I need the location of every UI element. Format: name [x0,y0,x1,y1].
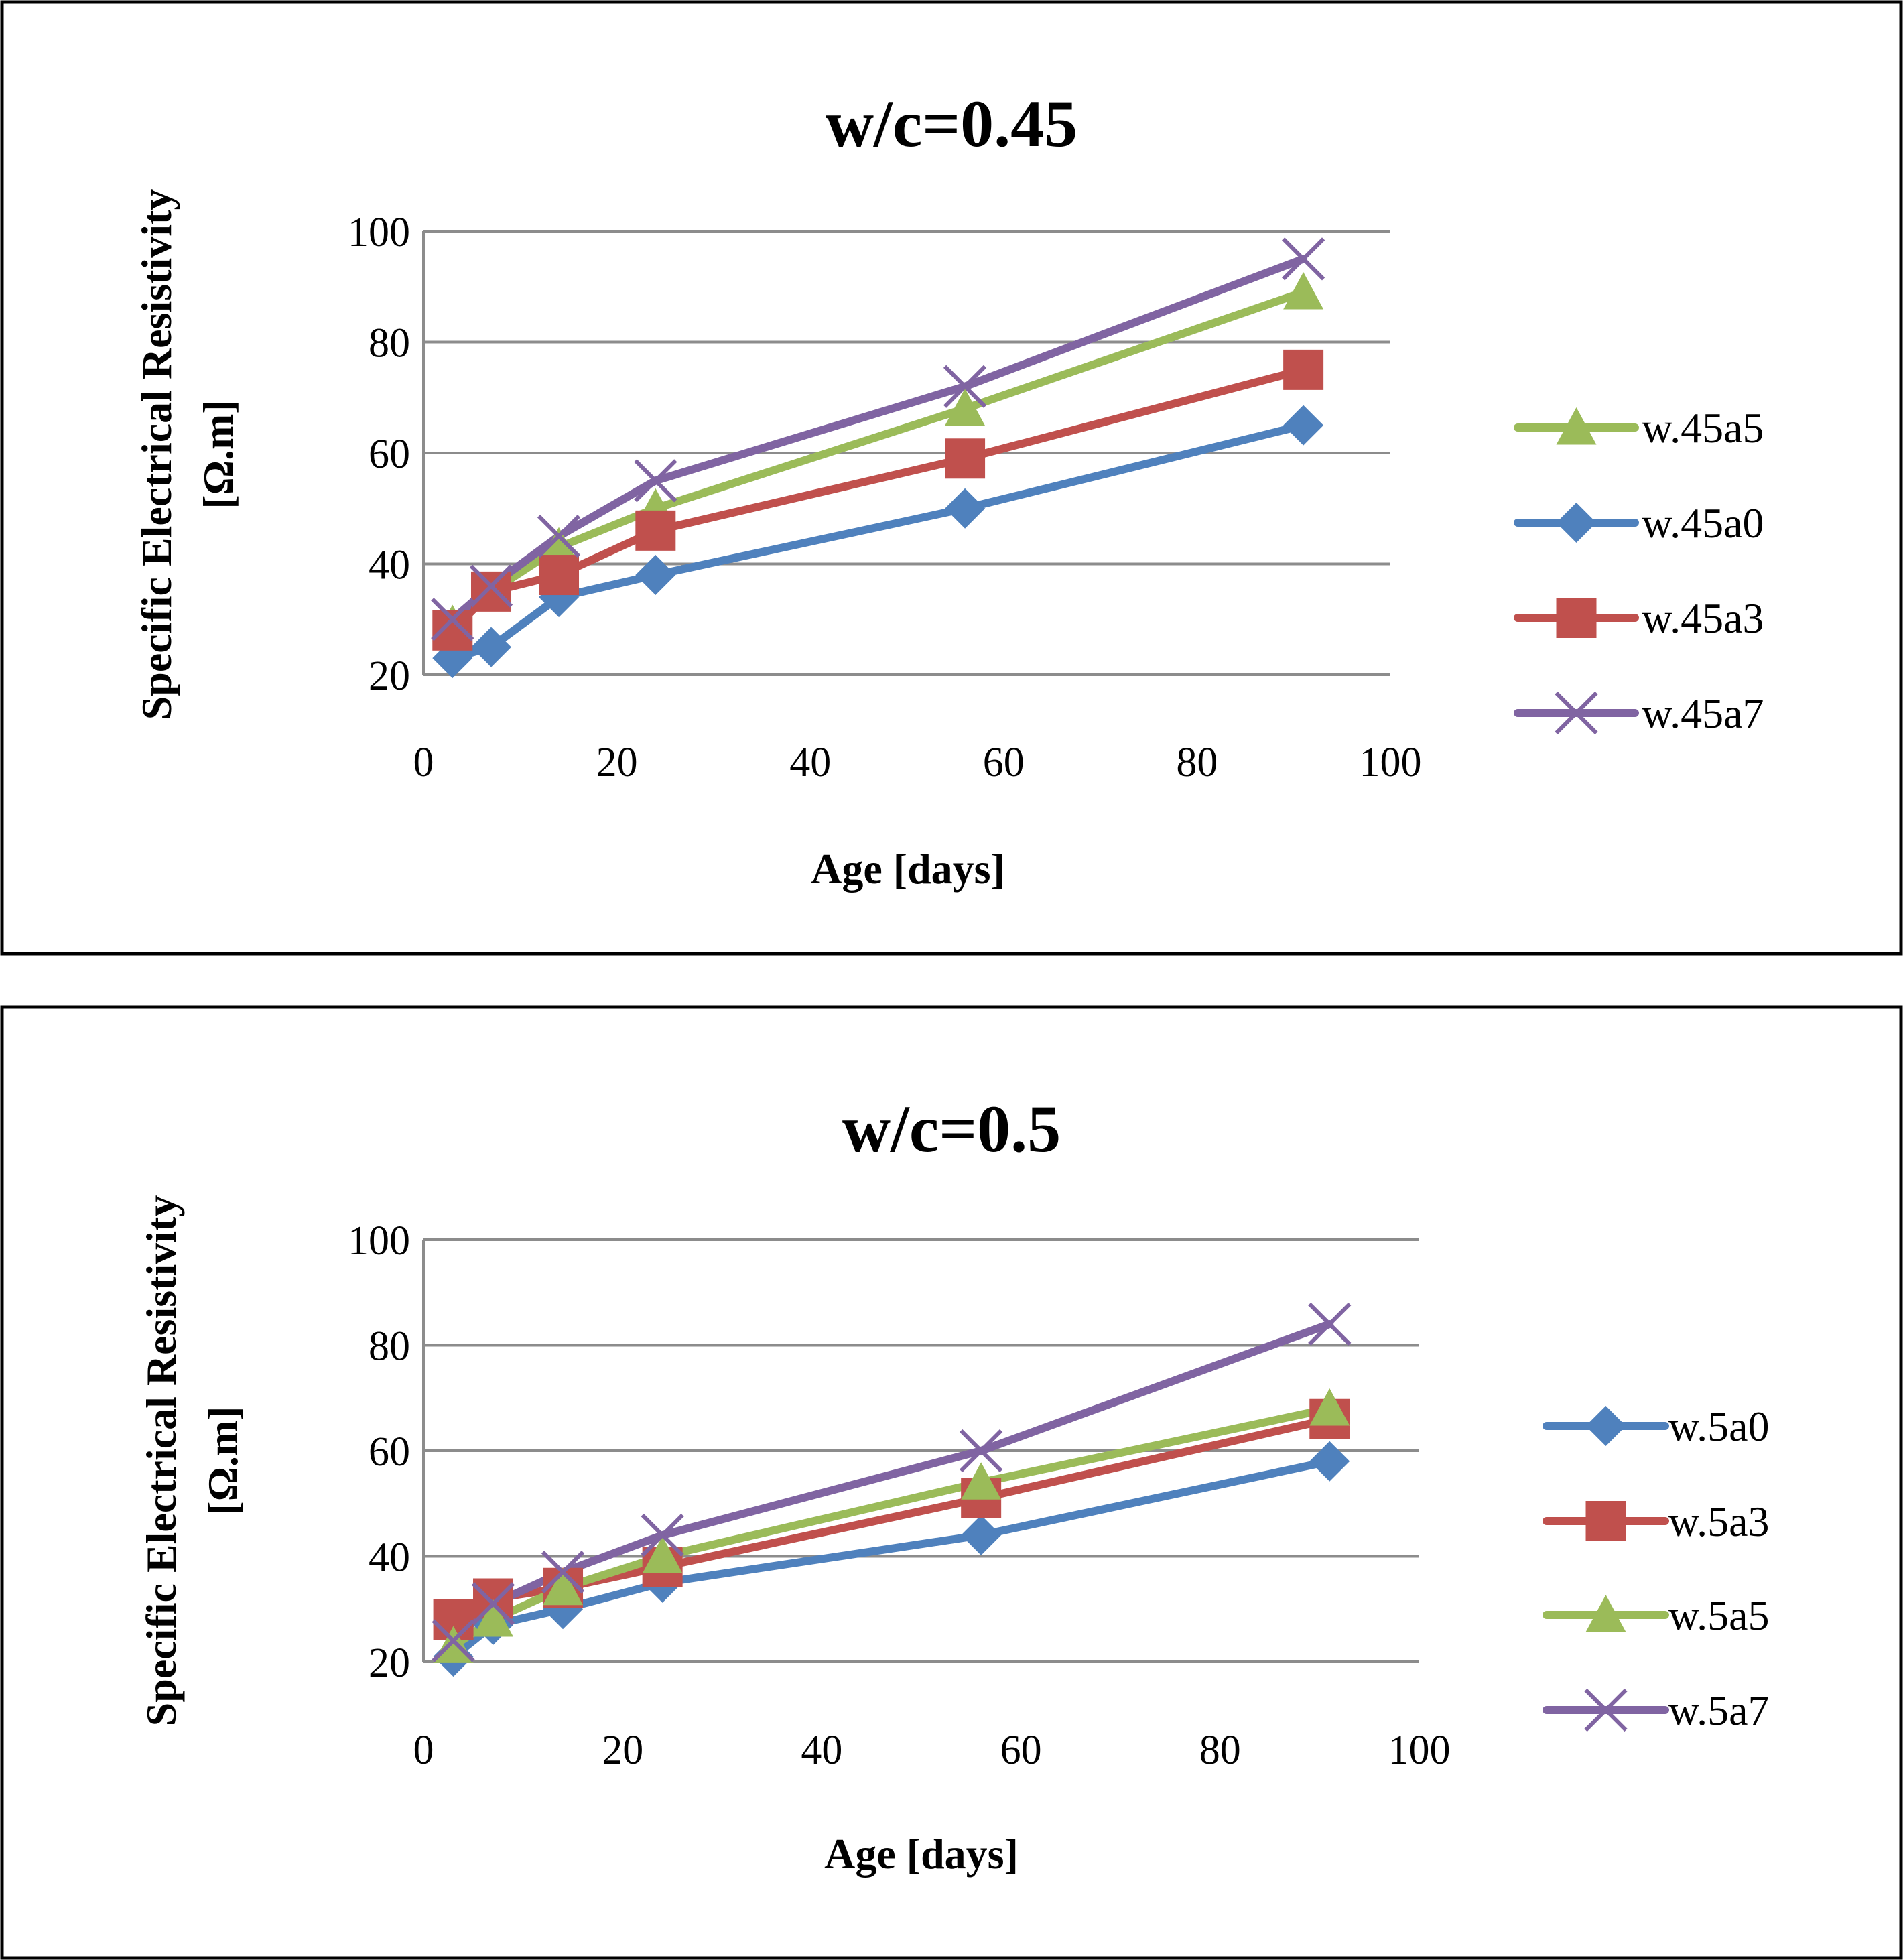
legend-label: w.45a5 [1642,404,1764,452]
diamond-marker [1556,503,1597,543]
x-tick-label: 80 [1176,740,1218,785]
chart-title: w/c=0.45 [826,86,1077,161]
diamond-marker [961,1515,1002,1555]
legend-item-w.45a0: w.45a0 [1514,499,1764,547]
x-tick-label: 100 [1360,740,1422,785]
legend-item-w.45a5: w.45a5 [1514,404,1764,452]
triangle-marker [1309,1388,1350,1426]
chart-panel-1: w/c=0.45 Specific Electrical Resistivity… [0,0,1903,956]
y-axis-label-line2: [Ω.m] [194,399,242,509]
triangle-marker [1556,407,1597,445]
y-tick-label: 20 [369,653,410,699]
y-tick-label: 60 [369,432,410,477]
y-axis-label-line1: Specific Electrical Resistivity [137,1195,185,1727]
x-tick-label: 0 [413,1727,434,1773]
legend-label: w.5a3 [1668,1498,1769,1545]
triangle-marker [543,1567,584,1606]
y-axis-label-line2: [Ω.m] [199,1406,247,1515]
x-tick-label: 100 [1388,1727,1451,1773]
legend-item-w.5a7: w.5a7 [1543,1687,1769,1734]
x-tick-label: 20 [596,740,638,785]
x-tick-label: 80 [1199,1727,1241,1773]
x-marker-stroke [1308,1302,1352,1346]
chart-title: w/c=0.5 [842,1092,1061,1166]
square-marker [539,555,580,596]
triangle-marker [961,1462,1002,1500]
square-marker [1283,349,1324,390]
x-axis-label: Age [days] [824,1830,1019,1878]
x-marker-stroke [432,1619,475,1662]
diamond-marker [1585,1406,1626,1446]
diamond-marker [1283,405,1324,446]
legend-item-w.45a7: w.45a7 [1514,690,1764,737]
x-marker-stroke [471,1582,515,1626]
triangle-marker [642,1536,683,1573]
x-marker-stroke [641,1513,684,1557]
y-tick-label: 80 [369,1324,410,1370]
square-marker [471,571,512,612]
x-tick-label: 0 [413,740,434,785]
x-tick-label: 40 [789,740,831,785]
legend-item-w.5a0: w.5a0 [1543,1402,1769,1450]
x-tick-label: 20 [602,1727,643,1773]
triangle-marker [473,1599,514,1637]
y-tick-label: 40 [369,1535,410,1581]
chart-panel-2: w/c=0.5 Specific Electrical Resistivity … [0,1005,1903,1960]
x-marker-stroke [541,1551,585,1594]
y-tick-label: 20 [369,1640,410,1686]
square-marker [432,610,473,651]
legend-item-w.5a3: w.5a3 [1543,1498,1769,1545]
legend-label: w.5a0 [1668,1402,1769,1450]
diamond-marker [635,555,676,596]
x-axis-label: Age [days] [811,845,1005,893]
square-marker [1585,1501,1626,1541]
square-marker [945,438,986,479]
x-tick-label: 60 [1000,1727,1042,1773]
x-marker-stroke [1282,237,1325,281]
x-tick-label: 60 [983,740,1025,785]
legend-item-w.45a3: w.45a3 [1514,594,1764,642]
legend-label: w.45a7 [1642,690,1764,737]
legend-label: w.5a5 [1668,1591,1769,1639]
square-marker [1556,598,1597,638]
triangle-marker [1585,1595,1626,1632]
x-marker-stroke [1555,691,1598,735]
x-tick-label: 40 [801,1727,842,1773]
y-tick-label: 60 [369,1429,410,1475]
legend-label: w.45a3 [1642,594,1764,642]
y-axis-label-line1: Specific Electrical Resistivity [133,189,180,720]
legend-label: w.45a0 [1642,499,1764,547]
legend-label: w.5a7 [1668,1687,1769,1734]
y-tick-label: 100 [348,1218,410,1264]
diamond-marker [945,488,986,529]
triangle-marker [945,388,986,426]
diamond-marker [1309,1441,1350,1482]
legend-item-w.5a5: w.5a5 [1543,1591,1769,1639]
x-marker-stroke [960,1429,1003,1473]
triangle-marker [433,1626,474,1663]
x-marker-stroke [1584,1688,1628,1732]
triangle-marker [1283,272,1324,310]
square-marker [635,510,676,551]
x-marker-stroke [469,564,513,608]
panel-border [0,1005,1903,1960]
x-marker-stroke [537,515,581,558]
y-tick-label: 80 [369,321,410,367]
y-tick-label: 40 [369,543,410,588]
diamond-marker [471,627,512,667]
x-marker-stroke [634,459,677,503]
y-tick-label: 100 [348,210,410,255]
x-marker-stroke [431,598,474,641]
x-marker-stroke [943,365,987,408]
